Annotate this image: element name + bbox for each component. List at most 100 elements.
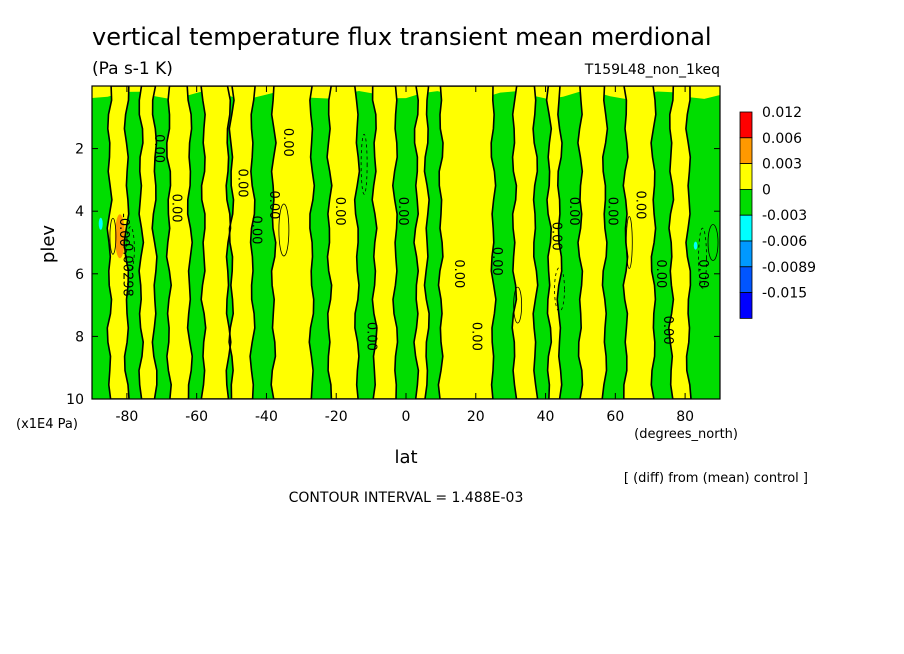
contour-label: 0.00 [280, 128, 295, 157]
plot-field: 0.000.000.000.000.000.00 0.000.000.000.00… [92, 86, 720, 399]
positive-band [229, 86, 256, 399]
positive-regions [92, 86, 720, 399]
colorbar-swatch [739, 111, 753, 139]
positive-band [438, 86, 496, 399]
contour-interval: CONTOUR INTERVAL = 1.488E-03 [289, 490, 524, 506]
positive-band [668, 86, 691, 399]
colorbar-swatch [739, 266, 753, 293]
orange-spot [114, 214, 125, 259]
chart-title: vertical temperature flux transient mean… [92, 23, 712, 51]
x-tick-label: 0 [402, 409, 411, 425]
contour-label: 0.00 [468, 322, 483, 351]
y-axis-ticks: 2 4 6 8 10 [66, 142, 720, 408]
contour-loop [625, 216, 633, 269]
contour-label: 0.00 [235, 169, 250, 198]
positive-band [139, 86, 157, 399]
y-axis-label: plev [38, 225, 59, 264]
zero-contour [106, 86, 130, 399]
x-axis-ticks: -80 -60 -40 -20 0 20 40 60 80 [115, 86, 694, 425]
colorbar-label: -0.003 [762, 208, 807, 224]
contour-label: 0.00 [695, 259, 710, 288]
positive-band-top [92, 86, 720, 99]
cyan-spot [693, 241, 698, 250]
contour-loop [707, 224, 719, 261]
positive-band [327, 86, 360, 399]
y-axis-unit: (x1E4 Pa) [16, 417, 78, 432]
contour-label: 0.00 [332, 197, 347, 226]
contour-lines [106, 86, 719, 399]
zero-contour [200, 86, 232, 399]
colorbar-label: -0.015 [762, 286, 807, 302]
contour-label: 0.00 [395, 197, 410, 226]
colorbar: 0.012 0.006 0.003 0 -0.003 -0.006 -0.0089 -0.01… [739, 105, 816, 319]
y-tick-label: 2 [75, 142, 84, 158]
contour-label: 0.00 [451, 259, 466, 288]
x-tick-label: -80 [115, 409, 138, 425]
contour-label: 0.00 [168, 194, 183, 223]
colorbar-label: 0.012 [762, 105, 802, 121]
contour-label: 0.00 [660, 316, 675, 345]
positive-band [166, 86, 193, 399]
zero-contour [270, 86, 316, 399]
colorbar-label: 0.006 [762, 131, 802, 147]
field-background [92, 86, 720, 399]
y-tick-label: 10 [66, 392, 84, 408]
units-label: (Pa s-1 K) [92, 59, 173, 79]
run-label: T159L48_non_1keq [584, 62, 720, 78]
zero-contour [371, 86, 399, 399]
colorbar-label: -0.0089 [762, 260, 816, 276]
zero-contour [545, 86, 563, 399]
negative-regions [98, 217, 698, 250]
x-tick-label: 80 [676, 409, 694, 425]
contour-loop [554, 267, 565, 312]
positive-band [372, 86, 398, 399]
zero-contour [413, 86, 430, 399]
x-tick-label: 60 [606, 409, 624, 425]
positive-band [623, 86, 656, 399]
x-axis-unit: (degrees_north) [634, 427, 738, 442]
zero-contour [138, 86, 158, 399]
colorbar-label: 0.003 [762, 157, 802, 173]
contour-label: 0.00 [604, 197, 619, 226]
colorbar-label: 0 [762, 182, 771, 198]
x-tick-label: -40 [255, 409, 278, 425]
zero-contour [228, 86, 256, 399]
positive-band [577, 86, 608, 399]
x-tick-label: 20 [467, 409, 485, 425]
contour-labels: 0.000.000.000.000.000.00 0.000.000.000.00… [116, 128, 710, 351]
contour-label: -0.00298 [119, 238, 134, 296]
x-tick-label: 40 [537, 409, 555, 425]
contour-loop [278, 203, 290, 257]
positive-band [546, 86, 562, 399]
colorbar-swatch [739, 292, 753, 319]
diff-note: [ (diff) from (mean) control ] [624, 471, 808, 486]
positive-band [201, 86, 231, 399]
positive-band [512, 86, 538, 399]
y-tick-label: 6 [75, 267, 84, 283]
zero-contour [511, 86, 539, 399]
zero-contour [437, 86, 497, 399]
contour-label: 0.00 [632, 190, 647, 219]
colorbar-swatch [739, 188, 753, 216]
colorbar-swatch [739, 163, 753, 190]
colorbar-label: -0.006 [762, 234, 807, 250]
zero-contour [577, 86, 609, 399]
contour-label: 0.00 [266, 190, 281, 219]
zero-contour [326, 86, 361, 399]
x-tick-label: -20 [325, 409, 348, 425]
contour-label: 0.00 [248, 216, 263, 245]
contour-loop [109, 217, 117, 255]
y-tick-label: 4 [75, 204, 84, 220]
contour-label: -0.00 [116, 213, 131, 247]
contour-label: 0.00 [489, 247, 504, 276]
contour-loop [513, 286, 523, 324]
colorbar-swatch [739, 137, 753, 165]
contour-label: 0.00 [364, 322, 379, 351]
positive-band [271, 86, 315, 399]
contour-loop [125, 226, 135, 272]
contour-loop [698, 227, 707, 289]
y-tick-label: 8 [75, 329, 84, 345]
contour-label: 0.00 [653, 259, 668, 288]
strong-positive-regions [114, 214, 125, 259]
